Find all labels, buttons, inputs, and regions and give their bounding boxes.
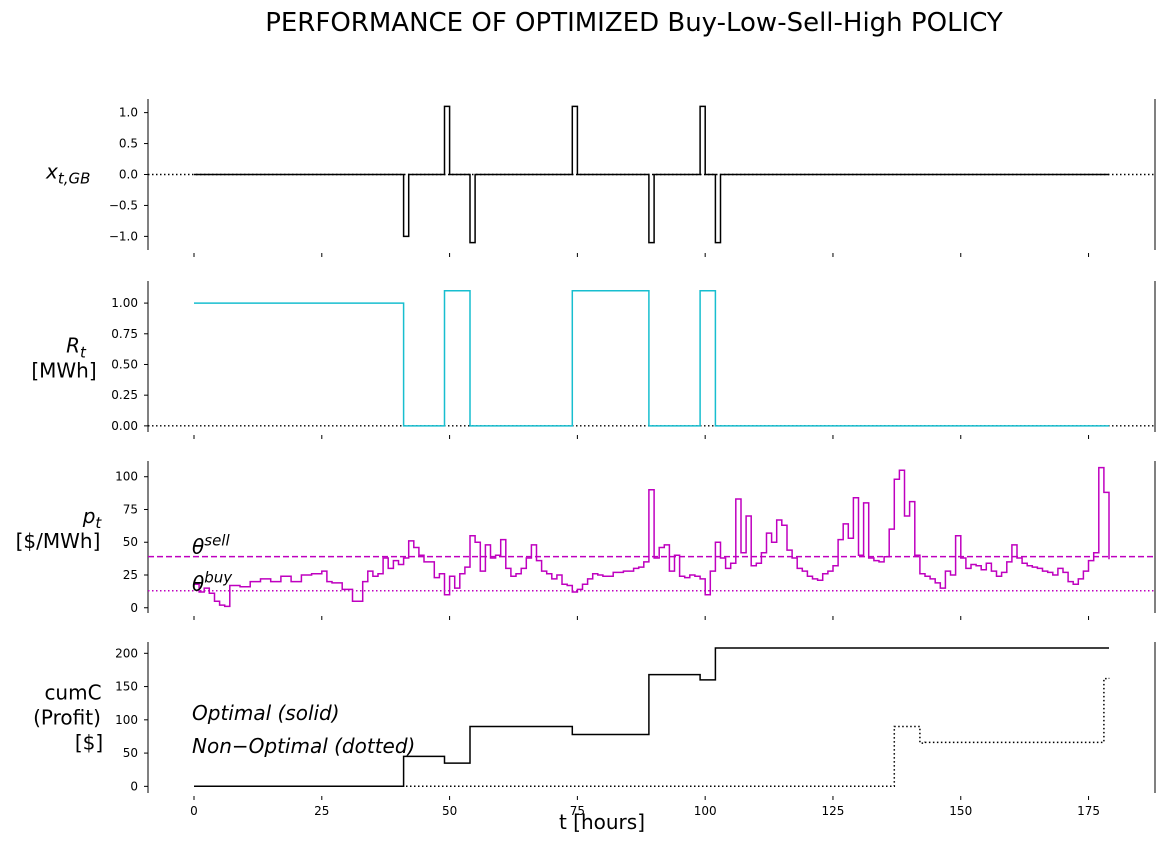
chart-panels: 1.0 0.5 0.0 −0.5 −1.0 xt,GB 1.00 0.75 0.50 0.25 0.… (16, 99, 1156, 818)
y-tick-label: 1.0 (119, 106, 138, 120)
y-tick-label: 200 (115, 646, 138, 660)
y-tick-label: −0.5 (109, 198, 138, 212)
y-tick-label: 0.50 (111, 357, 138, 371)
y-axis-label-unit: [$/MWh] (16, 529, 101, 553)
series-line-0 (194, 647, 1109, 788)
theta-sell-label: θsell (192, 532, 230, 559)
theta-buy-label: θbuy (192, 569, 233, 596)
chart-title: PERFORMANCE OF OPTIMIZED Buy-Low-Sell-Hi… (265, 8, 1003, 38)
annotation-optimal: Optimal (solid) (192, 701, 340, 725)
y-tick-label: 50 (123, 535, 138, 549)
x-tick-label: 150 (949, 804, 972, 818)
x-tick-label: 100 (694, 804, 717, 818)
y-tick-label: 0.0 (119, 168, 138, 182)
y-axis-label-unit: [MWh] (31, 359, 96, 383)
panel-R: 1.00 0.75 0.50 0.25 0.00 Rt[MWh] (31, 281, 1156, 439)
x-tick-label: 25 (314, 804, 329, 818)
y-axis-label: cumC (44, 681, 101, 705)
y-tick-label: −1.0 (109, 229, 138, 243)
y-axis-label: xt,GB (45, 160, 90, 188)
y-tick-label: 150 (115, 680, 138, 694)
series-line-0 (194, 466, 1110, 608)
annotation-non-optimal: Non−Optimal (dotted) (192, 734, 415, 758)
x-tick-label: 125 (822, 804, 845, 818)
y-tick-label: 50 (123, 746, 138, 760)
y-tick-label: 75 (123, 502, 138, 516)
y-tick-label: 0.25 (111, 388, 138, 402)
y-axis-label: Rt (66, 334, 87, 362)
y-tick-label: 0 (130, 779, 138, 793)
series-line-0 (194, 105, 1109, 244)
series-line-1 (194, 677, 1110, 788)
y-tick-label: 100 (115, 470, 138, 484)
x-tick-label: 75 (570, 804, 585, 818)
y-tick-label: 0.5 (119, 137, 138, 151)
panel-x: 1.0 0.5 0.0 −0.5 −1.0 xt,GB (45, 99, 1156, 257)
panel-cumC: 200 150 100 50 0 0 25 50 75 100 125 150 175 cumC(Prof… (33, 642, 1156, 818)
x-tick-label: 175 (1077, 804, 1100, 818)
y-axis-label: pt (82, 504, 103, 532)
y-axis-label-line2: (Profit) (33, 706, 101, 730)
x-tick-label: 0 (190, 804, 198, 818)
y-tick-label: 25 (123, 568, 138, 582)
series-line-0 (194, 290, 1109, 427)
panel-p: 100 75 50 25 0 pt[$/MWh] θsell θbuy (16, 461, 1156, 620)
x-axis-label: t [hours] (559, 810, 645, 834)
y-tick-label: 0 (130, 601, 138, 615)
y-tick-label: 1.00 (111, 296, 138, 310)
y-tick-label: 0.75 (111, 327, 138, 341)
y-tick-label: 100 (115, 713, 138, 727)
y-axis-label-line3: [$] (75, 731, 103, 755)
x-tick-label: 50 (442, 804, 457, 818)
y-tick-label: 0.00 (111, 419, 138, 433)
